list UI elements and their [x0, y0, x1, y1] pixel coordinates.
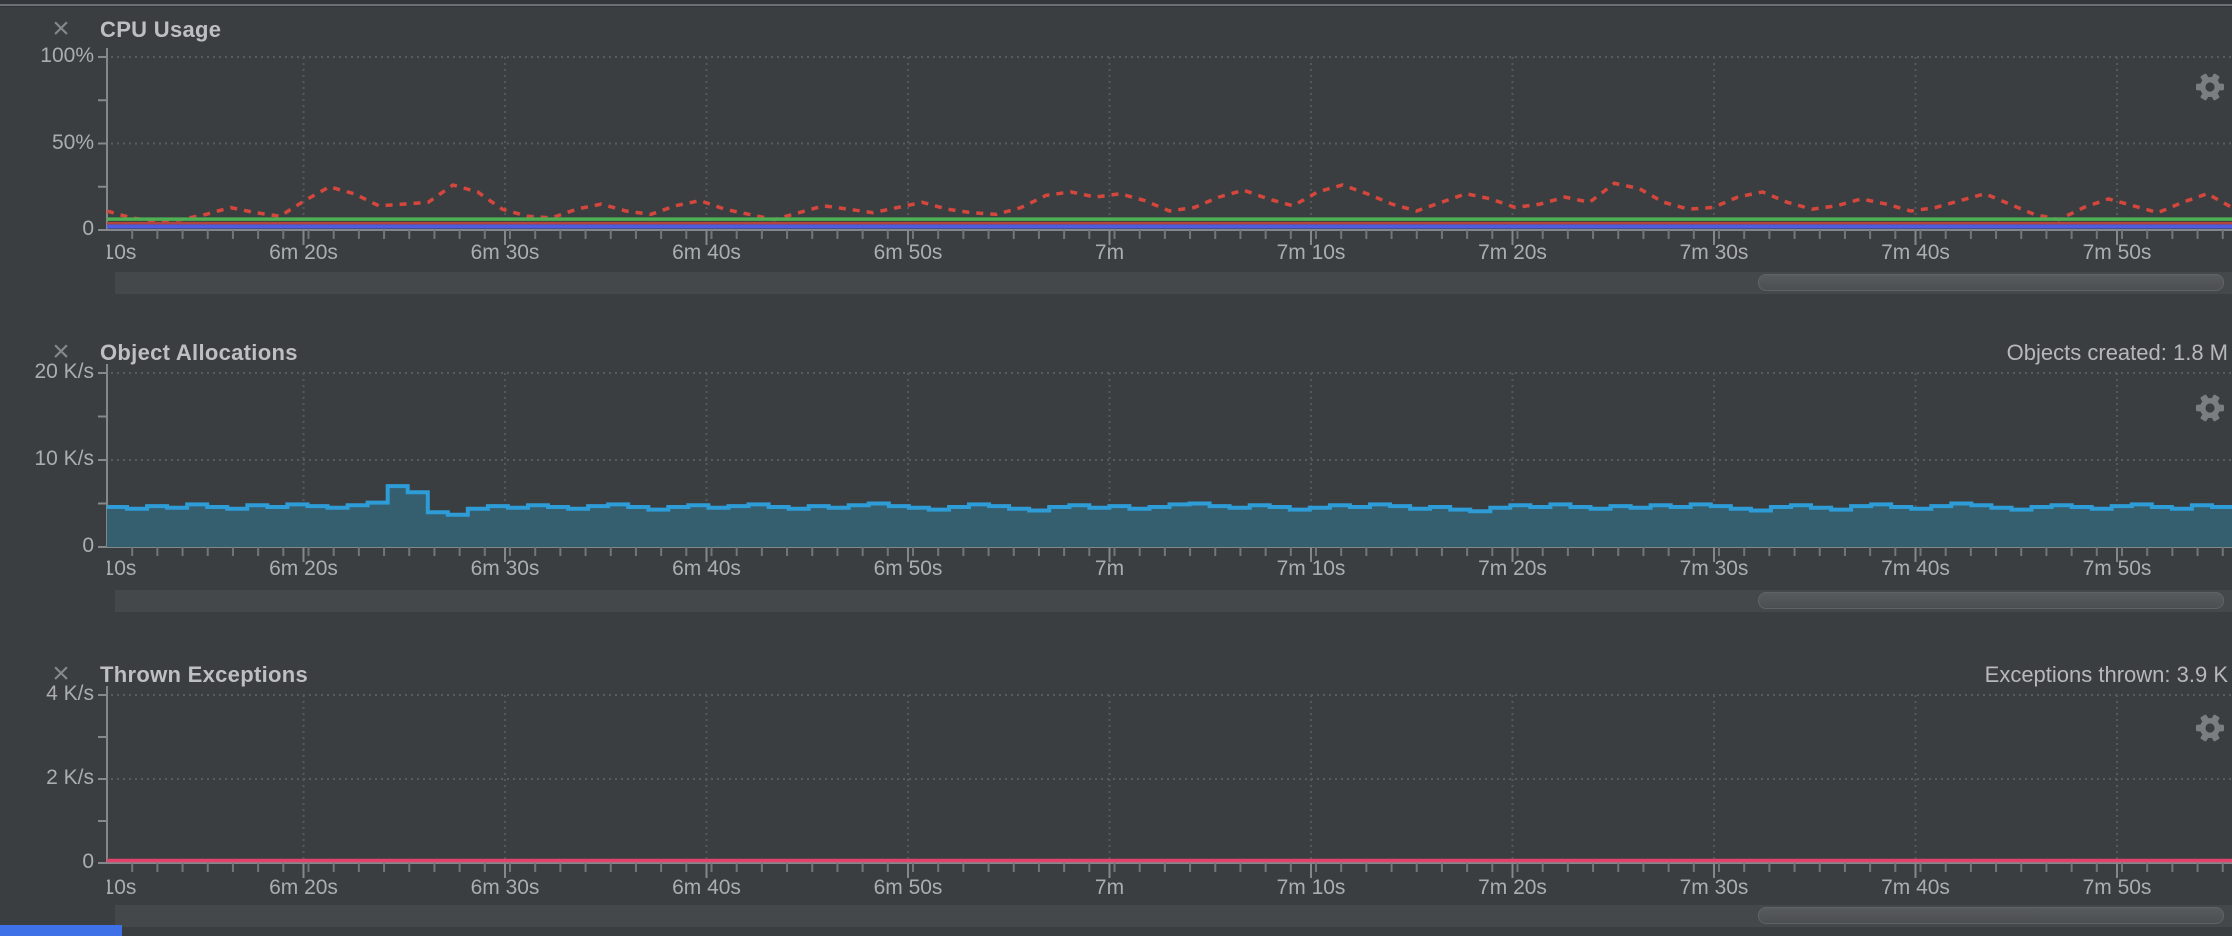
x-axis-label: 6m 30s [470, 557, 540, 580]
x-axis-label: 6m 40s [672, 241, 741, 264]
y-axis-label: 0 [82, 534, 94, 557]
x-axis-label: 6m 30s [470, 876, 540, 899]
y-axis-label: 0 [82, 217, 94, 240]
y-axis-label: 100% [40, 44, 94, 67]
x-axis-label: 7m 30s [1679, 241, 1749, 264]
y-axis-label: 0 [82, 850, 94, 873]
gear-icon[interactable] [2194, 71, 2226, 103]
scrollbar-thumb[interactable] [1758, 274, 2224, 291]
close-icon: × [52, 657, 70, 690]
x-axis-label: 6m 30s [470, 241, 540, 264]
x-axis-label: 7m 50s [2082, 241, 2152, 264]
x-axis-label: 6m 40s [672, 557, 741, 580]
y-axis-label: 20 K/s [34, 360, 94, 383]
close-icon: × [52, 12, 70, 45]
object-allocations-chart[interactable] [98, 364, 2232, 567]
horizontal-scrollbar[interactable] [115, 272, 2232, 294]
x-axis-label: 6m 40s [672, 876, 741, 899]
x-axis-labels: 6m 10s 6m 20s 6m 30s 6m 40s 6m 50s 7m 7m 10s 7m… [107, 876, 2232, 904]
y-axis-label: 50% [51, 130, 94, 154]
scrollbar-thumb[interactable] [1758, 907, 2224, 924]
x-axis-label: 7m 50s [2082, 876, 2152, 899]
y-axis-label: 2 K/s [46, 766, 94, 789]
bottom-left-accent-bar [0, 925, 122, 936]
horizontal-scrollbar[interactable] [115, 590, 2232, 612]
exceptions-thrown-stat: Exceptions thrown: 3.9 K [1984, 662, 2228, 687]
close-icon: × [52, 335, 70, 368]
panel-title-exceptions: Thrown Exceptions [100, 662, 309, 687]
x-axis-labels: 6m 10s 6m 20s 6m 30s 6m 40s 6m 50s 7m 7m 10s 7m… [107, 241, 2232, 269]
x-axis-label: 6m 50s [873, 876, 943, 899]
x-axis-label: 7m 20s [1478, 241, 1547, 264]
object-allocations-header: × Object Allocations Objects created: 1.… [0, 336, 2232, 370]
x-axis-label: 7m 30s [1679, 557, 1749, 580]
thrown-exceptions-header: × Thrown Exceptions Exceptions thrown: 3… [0, 658, 2232, 692]
x-axis-label: 6m 20s [269, 241, 338, 264]
x-axis-label: 6m 50s [873, 557, 943, 580]
x-axis-label: 7m 40s [1881, 557, 1950, 580]
x-axis-labels: 6m 10s 6m 20s 6m 30s 6m 40s 6m 50s 7m 7m 10s 7m… [107, 557, 2232, 585]
horizontal-scrollbar[interactable] [115, 905, 2232, 927]
close-allocations-panel-button[interactable]: × [46, 336, 76, 370]
splitter-line [0, 4, 2232, 6]
gear-icon[interactable] [2194, 392, 2226, 424]
gear-icon[interactable] [2194, 712, 2226, 744]
panel-title-cpu: CPU Usage [100, 17, 222, 42]
x-axis-label: 7m 30s [1679, 876, 1749, 899]
x-axis-label: 7m 10s [1276, 876, 1346, 899]
close-cpu-panel-button[interactable]: × [46, 13, 76, 47]
x-axis-label: 7m 20s [1478, 557, 1547, 580]
panel-title-allocations: Object Allocations [100, 340, 298, 365]
x-axis-label: 6m 10s [107, 557, 137, 580]
x-axis-label: 6m 50s [873, 241, 943, 264]
x-axis-label: 6m 20s [269, 557, 338, 580]
x-axis-label: 6m 10s [107, 241, 137, 264]
x-axis-label: 7m 10s [1276, 241, 1346, 264]
thrown-exceptions-chart[interactable] [98, 686, 2232, 883]
y-axis-label: 10 K/s [34, 447, 94, 470]
x-axis-label: 7m 40s [1881, 241, 1950, 264]
x-axis-label: 7m 40s [1881, 876, 1950, 899]
objects-created-stat: Objects created: 1.8 M [2006, 340, 2228, 365]
cpu-usage-header: × CPU Usage [0, 13, 2232, 47]
x-axis-label: 7m 50s [2082, 557, 2152, 580]
x-axis-label: 7m [1094, 557, 1125, 580]
close-exceptions-panel-button[interactable]: × [46, 658, 76, 692]
top-splitter[interactable] [0, 0, 2232, 7]
x-axis-label: 7m [1094, 241, 1125, 264]
y-axis-label: 4 K/s [46, 682, 94, 705]
x-axis-label: 7m [1094, 876, 1125, 899]
scrollbar-thumb[interactable] [1758, 592, 2224, 609]
x-axis-label: 6m 10s [107, 876, 137, 899]
x-axis-label: 6m 20s [269, 876, 338, 899]
x-axis-label: 7m 10s [1276, 557, 1346, 580]
x-axis-label: 7m 20s [1478, 876, 1547, 899]
cpu-usage-chart[interactable] [98, 48, 2232, 250]
